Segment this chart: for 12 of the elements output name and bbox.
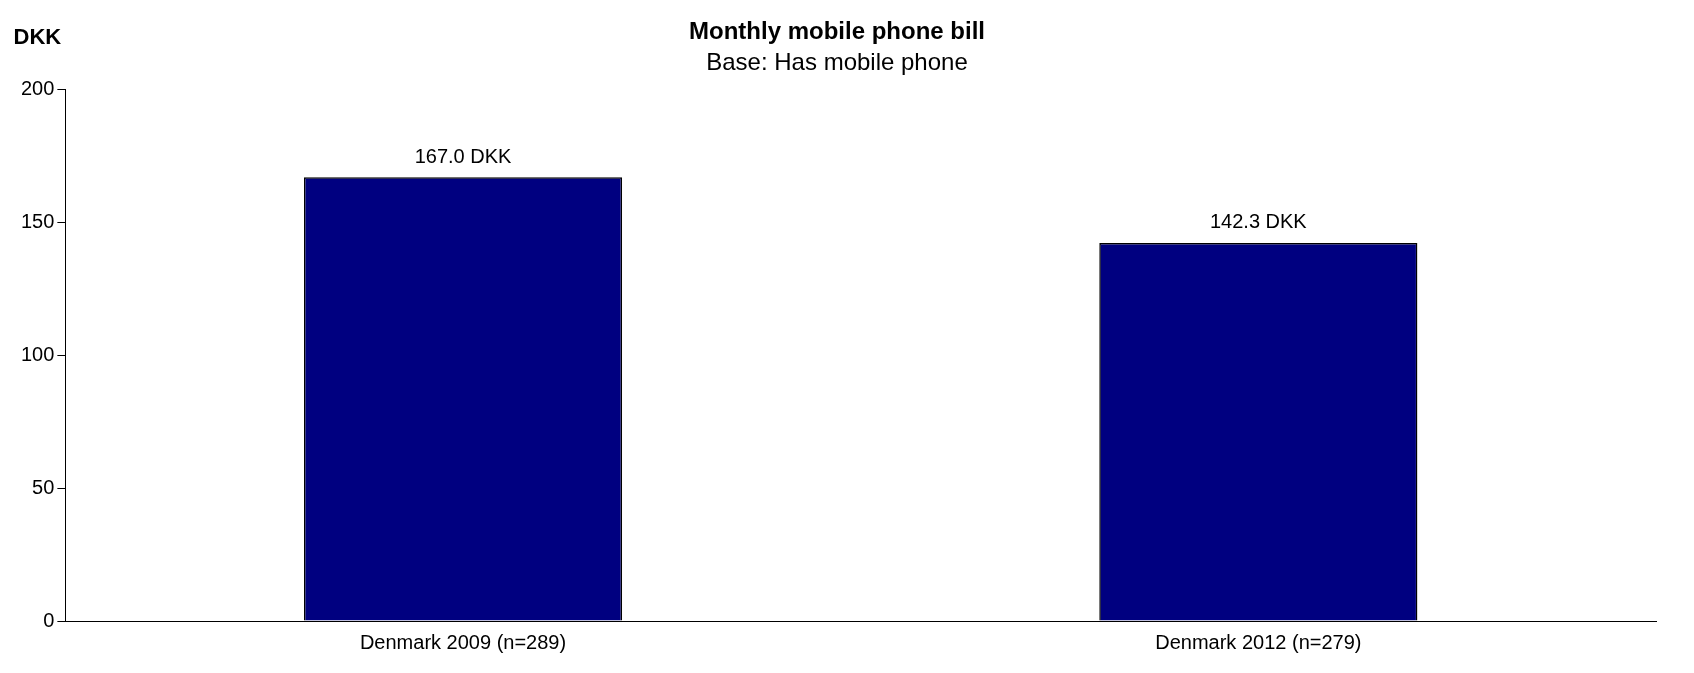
y-axis-title: DKK	[13, 24, 62, 50]
data-label: 142.3 DKK	[1209, 210, 1308, 233]
y-tick-label: 50	[32, 475, 55, 498]
y-tick-label: 200	[20, 77, 55, 100]
y-tick-label: 100	[20, 342, 55, 365]
chart-title: Monthly mobile phone bill	[689, 17, 985, 45]
chart-subtitle: Base: Has mobile phone	[706, 47, 968, 75]
data-label: 167.0 DKK	[414, 144, 513, 167]
x-tick-label: Denmark 2009 (n=289)	[359, 630, 567, 653]
x-tick-label: Denmark 2012 (n=279)	[1155, 630, 1362, 653]
y-tick-label: 150	[20, 209, 55, 232]
y-tick-label: 0	[43, 608, 55, 631]
